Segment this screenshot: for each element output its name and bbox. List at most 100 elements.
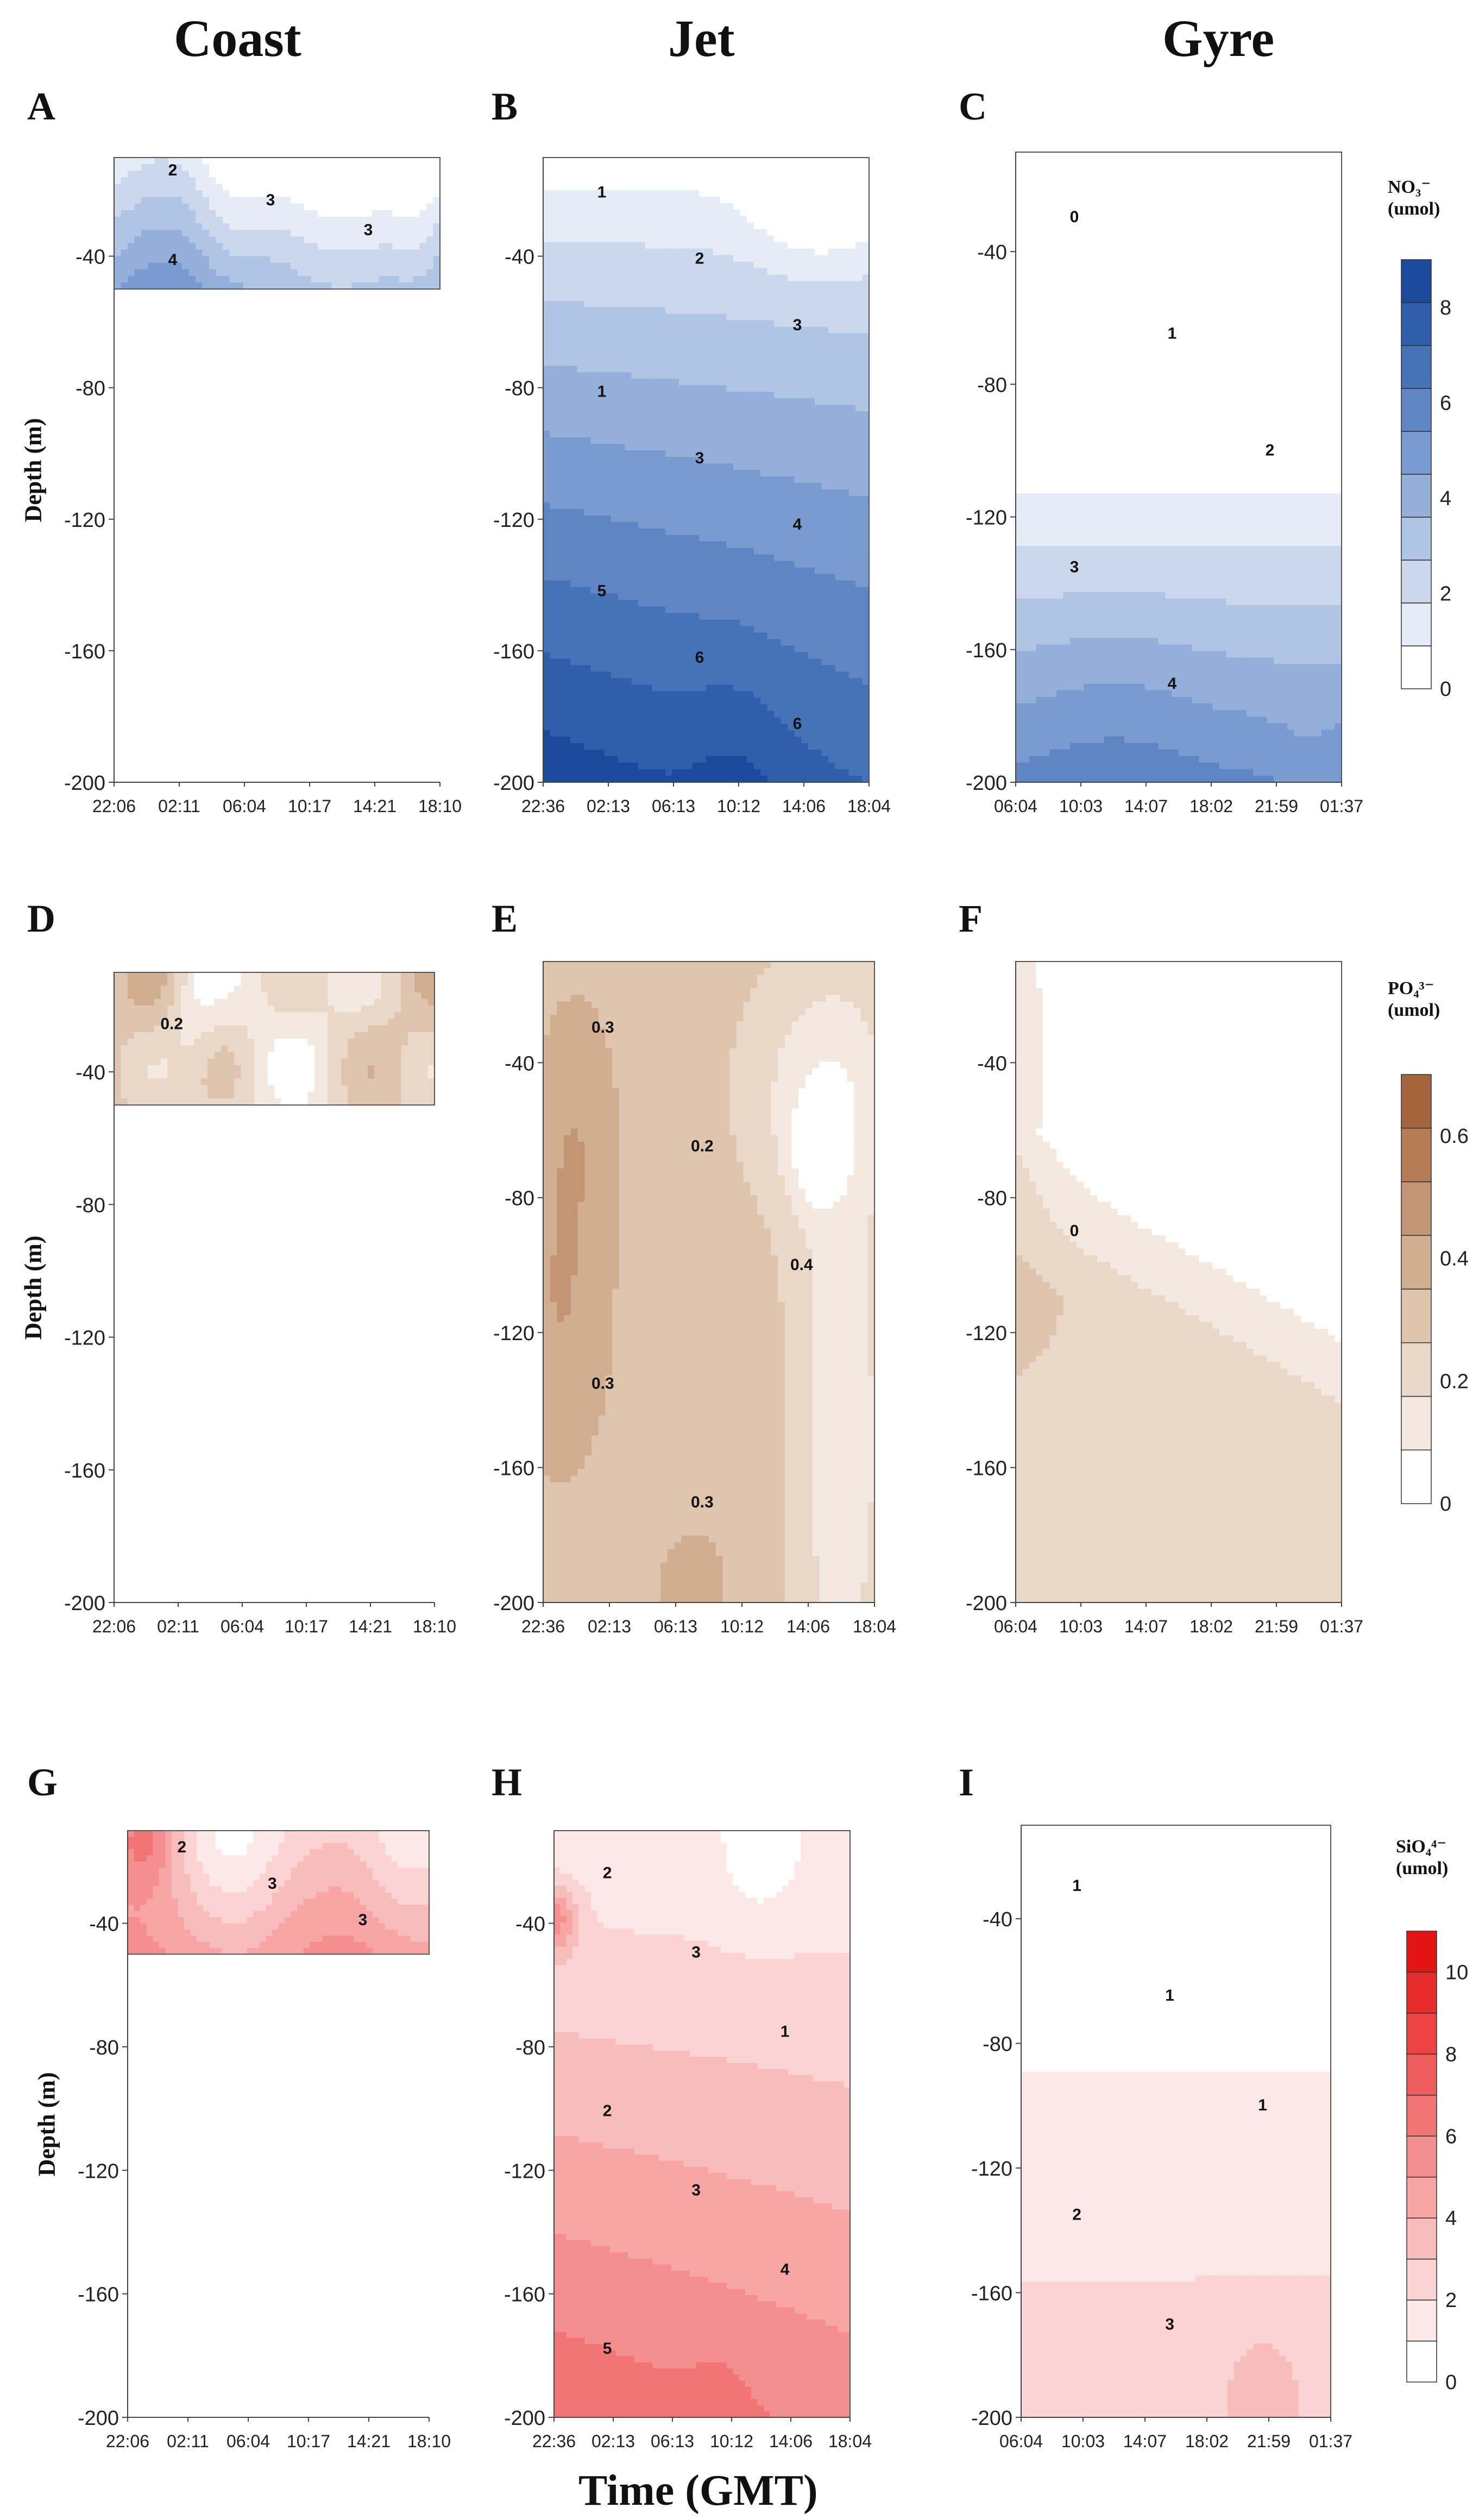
field-cell — [352, 197, 359, 204]
field-cell — [270, 269, 278, 276]
field-cell — [842, 164, 849, 171]
field-cell — [564, 158, 571, 165]
field-cell — [298, 171, 305, 178]
field-cell — [230, 250, 237, 257]
field-cell — [141, 243, 148, 250]
field-cell — [835, 190, 842, 197]
field-cell — [433, 177, 440, 184]
field-cell — [114, 184, 121, 191]
field-cell — [849, 190, 856, 197]
field-cell — [298, 223, 305, 230]
field-cell — [304, 204, 311, 211]
field-cell — [801, 223, 808, 230]
field-cell — [182, 230, 189, 237]
field-cell — [406, 236, 413, 243]
field-cell — [155, 236, 162, 243]
field-cell — [352, 282, 359, 290]
field-cell — [189, 269, 196, 276]
field-cell — [413, 197, 420, 204]
field-cell — [311, 171, 318, 178]
field-cell — [345, 282, 352, 290]
field-cell — [223, 191, 230, 198]
field-cell — [345, 217, 352, 224]
field-cell — [632, 229, 639, 236]
field-cell — [114, 204, 121, 211]
field-cell — [236, 223, 243, 230]
field-cell — [243, 177, 250, 184]
field-cell — [842, 190, 849, 197]
field-cell — [148, 204, 155, 211]
field-cell — [304, 171, 311, 178]
field-cell — [284, 158, 291, 165]
field-cell — [250, 250, 257, 257]
field-cell — [774, 158, 781, 165]
field-cell — [257, 269, 264, 276]
field-cell — [311, 210, 318, 217]
field-cell — [700, 203, 707, 210]
field-cell — [162, 197, 169, 204]
field-cell — [842, 223, 849, 230]
contour-label: 3 — [364, 221, 373, 239]
field-cell — [352, 256, 359, 263]
field-cell — [652, 210, 659, 217]
field-cell — [747, 197, 754, 204]
field-cell — [257, 250, 264, 257]
field-cell — [632, 216, 639, 223]
field-cell — [209, 243, 216, 250]
field-cell — [713, 210, 720, 217]
field-cell — [855, 210, 863, 217]
x-tick-label: 06:04 — [223, 796, 266, 816]
field-cell — [557, 177, 564, 184]
field-cell — [611, 197, 618, 204]
field-cell — [223, 230, 230, 237]
field-cell — [372, 263, 379, 270]
field-cell — [801, 210, 808, 217]
field-cell — [216, 269, 223, 276]
field-cell — [591, 216, 598, 223]
x-tick-label: 10:17 — [288, 796, 331, 816]
field-cell — [298, 276, 305, 283]
field-cell — [584, 171, 591, 178]
field-cell — [564, 203, 571, 210]
field-cell — [426, 158, 433, 165]
field-cell — [135, 236, 142, 243]
field-cell — [733, 229, 740, 236]
field-cell — [223, 210, 230, 217]
field-cell — [128, 276, 135, 283]
field-cell — [570, 171, 577, 178]
field-cell — [672, 197, 679, 204]
field-cell — [393, 263, 400, 270]
field-cell — [203, 177, 210, 184]
field-cell — [148, 217, 155, 224]
field-cell — [141, 269, 148, 276]
field-cell — [277, 269, 284, 276]
field-cell — [135, 256, 142, 263]
field-cell — [543, 203, 550, 210]
field-cell — [659, 229, 666, 236]
field-cell — [372, 230, 379, 237]
field-cell — [223, 263, 230, 270]
field-cell — [433, 276, 440, 283]
field-cell — [584, 158, 591, 165]
field-cell — [760, 223, 767, 230]
field-cell — [767, 223, 775, 230]
field-cell — [645, 184, 652, 191]
field-cell — [325, 276, 332, 283]
field-cell — [557, 210, 564, 217]
field-cell — [577, 210, 584, 217]
field-cell — [760, 158, 767, 165]
field-cell — [148, 158, 155, 165]
field-cell — [645, 210, 652, 217]
field-cell — [135, 204, 142, 211]
field-cell — [318, 164, 325, 171]
field-cell — [304, 197, 311, 204]
field-cell — [223, 250, 230, 257]
field-cell — [121, 250, 128, 257]
field-cell — [291, 223, 298, 230]
field-cell — [645, 158, 652, 165]
field-cell — [747, 229, 754, 236]
field-cell — [618, 203, 625, 210]
field-cell — [135, 164, 142, 171]
field-cell — [733, 203, 740, 210]
field-cell — [345, 184, 352, 191]
